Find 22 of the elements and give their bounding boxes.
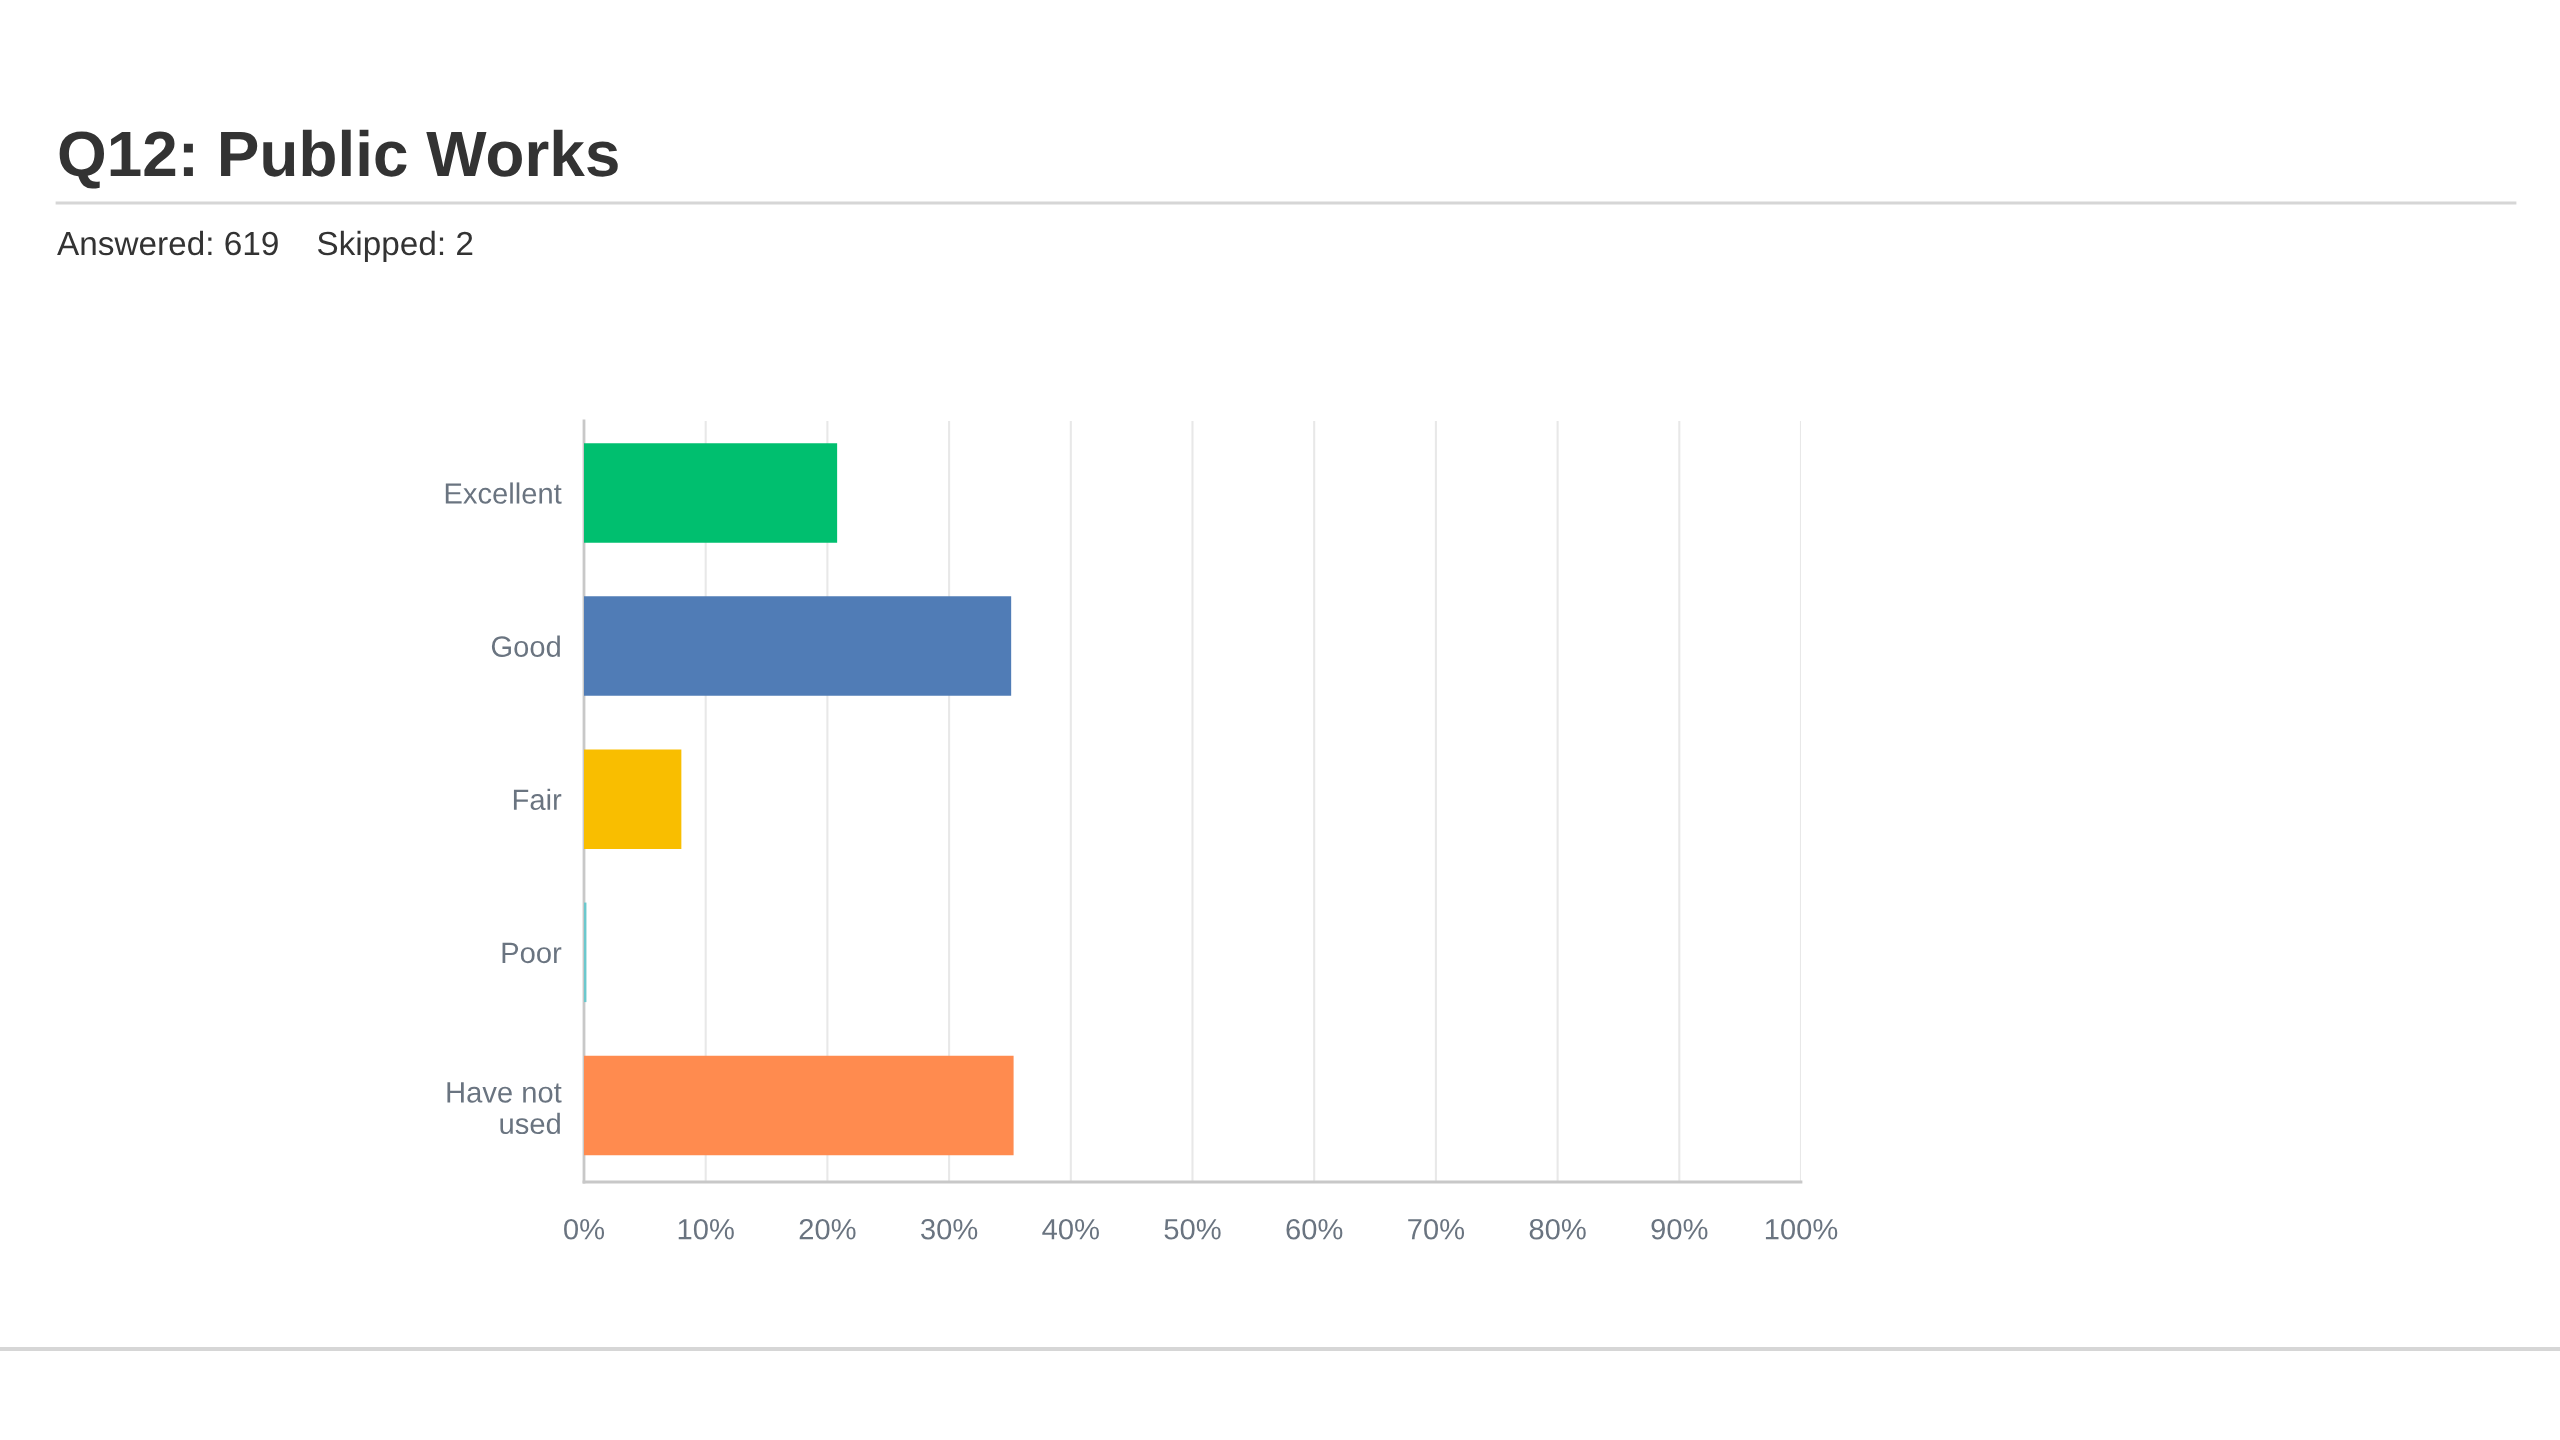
x-tick-label: 40%	[1042, 1218, 1099, 1240]
x-tick-label: 80%	[1529, 1218, 1586, 1240]
bar	[584, 749, 682, 849]
bar	[584, 596, 1012, 696]
text: Answered: 619 Skipped: 2	[57, 230, 473, 262]
x-tick-label: 0%	[564, 1218, 605, 1240]
x-tick-label: 70%	[1408, 1218, 1465, 1240]
y-tick-label: Poor	[502, 942, 562, 964]
x-tick-label: 50%	[1164, 1218, 1221, 1240]
bar	[584, 1055, 1014, 1156]
x-tick-label: 30%	[921, 1218, 978, 1240]
y-tick-label: Good	[491, 635, 560, 657]
chart-title: Q12: Public Works	[59, 129, 618, 189]
y-tick-label: Excellent	[445, 482, 562, 504]
x-tick-label: 100%	[1765, 1218, 1838, 1240]
y-tick-label: Fair	[513, 788, 562, 811]
x-tick-label: 90%	[1651, 1218, 1708, 1240]
x-tick-label: 20%	[799, 1218, 856, 1240]
bar	[584, 443, 838, 543]
x-tick-label: 60%	[1286, 1218, 1343, 1240]
y-tick-label: Have not used	[447, 1082, 562, 1135]
x-tick-label: 10%	[678, 1218, 734, 1240]
